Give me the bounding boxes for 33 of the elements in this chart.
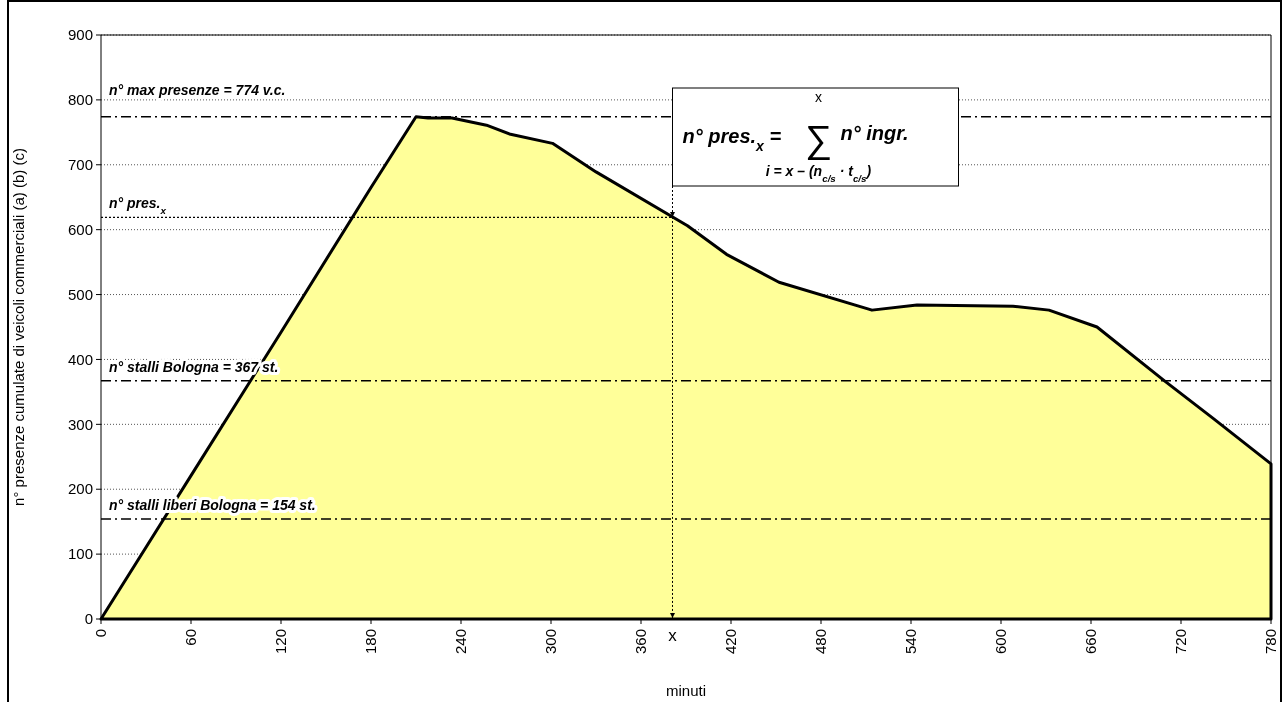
- x-tick-label: 240: [452, 629, 470, 655]
- ref-line-label: n° pres.$_{x}$: [109, 195, 167, 216]
- y-tick-label: 100: [67, 545, 93, 563]
- y-tick-label: 300: [67, 415, 93, 433]
- y-tick-label: 0: [84, 610, 93, 628]
- y-axis-title: n° presenze cumulate di veicoli commerciali (a) (b) (c): [10, 148, 27, 506]
- x-tick-label: 420: [722, 629, 740, 655]
- x-tick-label: 780: [1262, 629, 1280, 655]
- y-tick-label: 900: [67, 26, 93, 44]
- x-tick-label: 480: [812, 629, 830, 655]
- annotation: i = x – (n$_{c/s}$ · t$_{c/s}$): [765, 163, 872, 184]
- x-tick-label: 360: [632, 629, 650, 655]
- y-tick-label: 500: [67, 285, 93, 303]
- y-tick-label: 700: [67, 156, 93, 174]
- x-axis-title: minuti: [665, 682, 707, 699]
- x-tick-label: 60: [182, 629, 200, 646]
- x-tick-label: 180: [362, 629, 380, 655]
- y-tick-label: 600: [67, 220, 93, 238]
- annotation: x: [815, 89, 822, 105]
- x-tick-label: 720: [1172, 629, 1190, 655]
- ref-line-label: n° max presenze = 774 v.c.: [109, 81, 286, 98]
- y-tick-label: 200: [67, 480, 93, 498]
- y-tick-label: 400: [67, 350, 93, 368]
- x-tick-label: 660: [1082, 629, 1100, 655]
- x-tick-label: 540: [902, 629, 920, 655]
- x-tick-label: 600: [992, 629, 1010, 655]
- x-tick-label: 300: [542, 629, 560, 655]
- y-tick-label: 800: [67, 91, 93, 109]
- annotation: n° pres.$_{x}$ = ∑ n° ingr.: [682, 118, 909, 161]
- x-tick-label: 120: [272, 629, 290, 655]
- ref-line-label: n° stalli Bologna = 367 st.: [109, 358, 279, 375]
- x-tick-label: 0: [92, 629, 110, 638]
- annotation: x: [668, 626, 678, 645]
